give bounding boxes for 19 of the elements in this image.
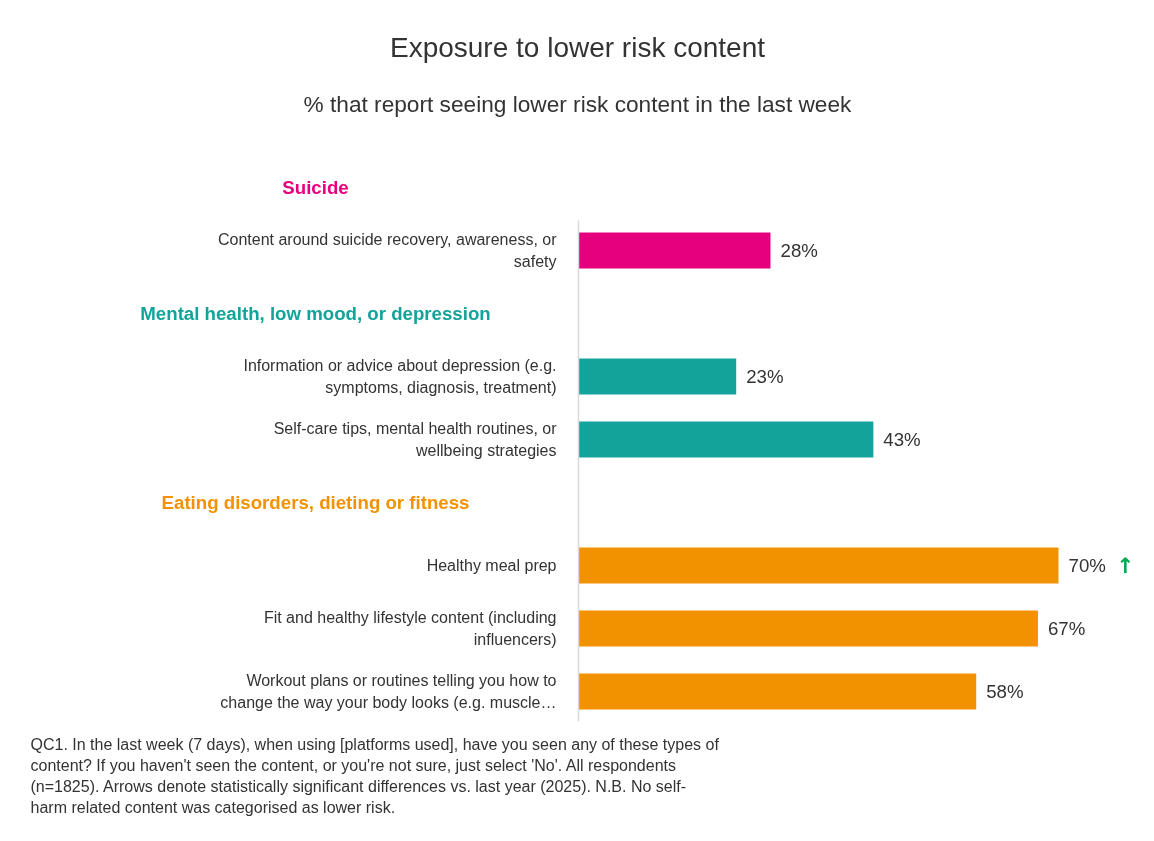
chart-title: Exposure to lower risk content [389,32,766,63]
y-tick-label: Information or advice about depression (e.g. symptoms, diagnosis, treatment) [243,357,557,396]
text: Suicide [282,177,349,198]
data-label: 67% [1047,618,1086,639]
y-tick-label: Workout plans or routines telling you how to change the way your body looks (e.g. muscle… [220,672,557,711]
data-label: 28% [780,240,818,261]
data-label: 23% [746,366,784,387]
text: Mental health, low mood, or depression [140,303,491,324]
y-tick-label: Fit and healthy lifestyle content (including influencers) [263,609,557,648]
data-label: 58% [986,681,1024,702]
y-tick-label: Self-care tips, mental health routines, or wellbeing strategies [273,420,558,459]
data-label: 43% [883,429,921,450]
text: QC1. In the last week (7 days), when using [platforms used], have you seen any of these types of content? If you haven't seen the content, or you're not sure, just select 'No'. All respondents (n=1825). Arrows denote statistically significant differences vs. last year (2025). N.B. No self-harm related content was categorised as lower risk. [30,735,720,817]
y-tick-label: Content around suicide recovery, awareness, or safety [217,231,558,270]
text: Eating disorders, dieting or fitness [161,492,470,513]
annotation: ↑ [1116,553,1135,578]
chart-subtitle: % that report seeing lower risk content in the last week [303,90,853,117]
data-label: 70% [1068,555,1106,576]
y-tick-label: Healthy meal prep [426,557,557,574]
